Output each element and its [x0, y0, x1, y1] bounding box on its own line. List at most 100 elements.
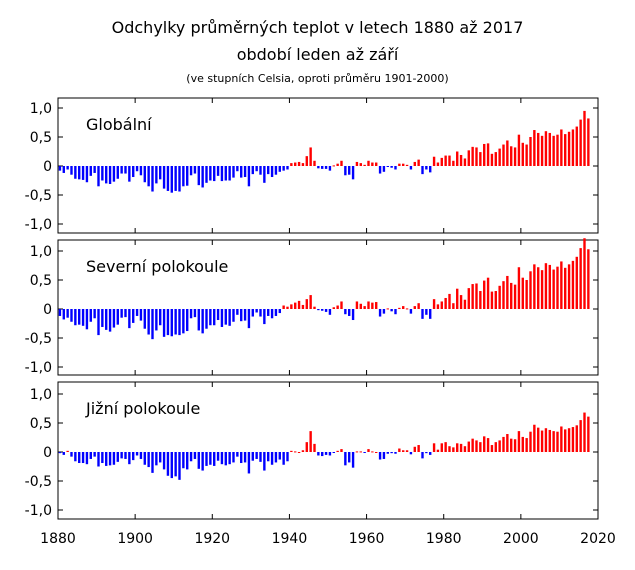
bar-1988: [475, 147, 478, 166]
bar-2013: [571, 260, 575, 309]
bar-1953: [340, 160, 343, 166]
bar-1908: [166, 309, 170, 336]
bar-1890: [97, 166, 100, 187]
bar-2005: [540, 270, 544, 309]
bar-1914: [189, 452, 193, 462]
bar-1941: [294, 302, 297, 309]
bar-1886: [81, 452, 85, 464]
bar-1945: [309, 295, 312, 309]
bar-2006: [544, 131, 548, 166]
bar-1892: [105, 166, 108, 184]
bar-2012: [567, 264, 571, 309]
bar-1983: [456, 288, 459, 309]
bar-1887: [85, 309, 89, 330]
bar-1928: [243, 166, 247, 178]
bar-1935: [270, 309, 274, 319]
bar-2004: [537, 132, 540, 166]
bar-1981: [448, 155, 451, 166]
bar-1961: [371, 162, 374, 166]
bar-1994: [498, 285, 501, 309]
bar-1977: [432, 443, 436, 452]
bar-1916: [197, 452, 200, 469]
bar-1923: [224, 452, 227, 466]
bar-1938: [282, 305, 285, 309]
bar-1953: [340, 449, 343, 452]
bar-1880: [58, 452, 62, 454]
bar-1884: [74, 309, 77, 326]
bar-1899: [132, 309, 135, 323]
bar-1977: [432, 156, 436, 166]
bar-1913: [186, 452, 189, 470]
bar-1994: [498, 148, 501, 166]
bar-1963: [378, 452, 382, 460]
bar-1885: [78, 309, 81, 325]
bar-1984: [459, 154, 463, 166]
bar-2007: [548, 429, 551, 452]
bar-1909: [170, 452, 173, 479]
bar-1925: [232, 452, 235, 463]
bar-2002: [529, 431, 532, 452]
bar-1963: [378, 309, 382, 317]
bar-1980: [444, 155, 447, 166]
bar-2013: [571, 129, 575, 166]
bar-1903: [147, 166, 150, 187]
bar-1917: [201, 452, 204, 471]
bar-1897: [124, 166, 127, 174]
bar-1911: [178, 309, 181, 336]
bar-1991: [486, 438, 490, 452]
bar-1921: [216, 452, 220, 461]
bar-1934: [267, 309, 270, 316]
bar-1980: [444, 442, 447, 452]
bar-1945: [309, 431, 312, 452]
bar-1986: [467, 288, 470, 309]
x-tick-label: 1960: [349, 531, 385, 547]
bar-1921: [216, 309, 220, 321]
bar-1923: [224, 166, 227, 181]
bar-1950: [328, 452, 332, 456]
bar-1925: [232, 309, 235, 322]
bar-1934: [267, 452, 270, 462]
y-tick-label: 0: [43, 445, 52, 461]
bar-1924: [228, 452, 231, 465]
bar-1973: [417, 303, 420, 309]
bar-1905: [155, 452, 158, 466]
bar-1991: [486, 277, 490, 309]
bar-2014: [575, 256, 578, 309]
bar-1912: [182, 452, 185, 469]
bar-1990: [483, 436, 486, 452]
bar-1883: [70, 166, 73, 175]
bar-1972: [413, 446, 416, 452]
bar-1915: [193, 166, 197, 174]
bar-1887: [85, 166, 89, 183]
bar-1998: [513, 439, 517, 452]
bar-1946: [313, 160, 316, 166]
bar-1966: [390, 166, 393, 168]
bar-1947: [317, 309, 320, 311]
bar-1974: [421, 166, 424, 175]
bar-1939: [286, 452, 289, 462]
bar-1884: [74, 452, 77, 462]
bar-1974: [421, 309, 424, 319]
bar-1886: [81, 309, 85, 326]
bar-1972: [413, 306, 416, 309]
bar-1918: [205, 166, 208, 183]
bar-2007: [548, 132, 551, 166]
bar-1952: [336, 163, 339, 166]
bar-1976: [429, 166, 432, 173]
x-tick-label: 1880: [40, 531, 76, 547]
bar-1921: [216, 166, 220, 176]
bar-1955: [348, 452, 351, 463]
bar-1882: [66, 450, 69, 452]
bar-1989: [479, 152, 482, 166]
bar-1969: [402, 163, 405, 166]
bar-1891: [101, 166, 104, 181]
bar-1913: [186, 309, 189, 332]
y-tick-label: -1,0: [25, 360, 52, 376]
bar-1923: [224, 309, 227, 325]
bar-1890: [97, 309, 100, 336]
bar-2016: [583, 412, 586, 452]
x-tick-label: 2000: [503, 531, 539, 547]
bar-1917: [201, 166, 204, 188]
bar-2008: [552, 269, 555, 309]
bar-1958: [359, 451, 362, 453]
